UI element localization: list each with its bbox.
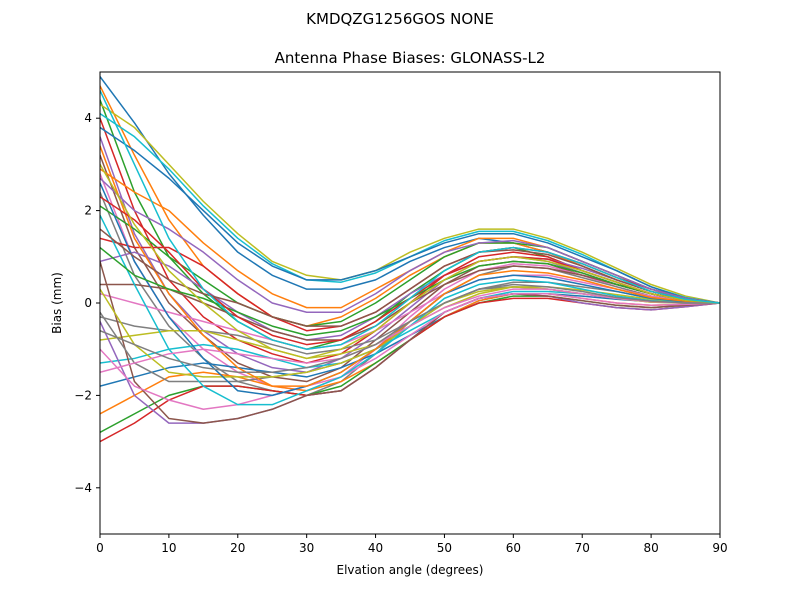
series-line-s11 (100, 126, 720, 304)
x-tick-label: 50 (437, 541, 452, 555)
x-tick-label: 0 (96, 541, 104, 555)
y-tick-label: 0 (84, 296, 92, 310)
x-tick-label: 70 (575, 541, 590, 555)
x-tick-label: 90 (712, 541, 727, 555)
y-tick-label: 4 (84, 111, 92, 125)
x-axis: 0 10 20 30 40 50 60 70 80 90 (96, 534, 728, 555)
series-line-s27 (100, 293, 720, 411)
x-tick-label: 30 (299, 541, 314, 555)
series-line-s26 (100, 261, 720, 424)
series-line-s39 (100, 164, 720, 360)
y-axis-label: Bias (mm) (50, 272, 64, 334)
series-layer (100, 76, 720, 443)
x-tick-label: 10 (161, 541, 176, 555)
series-line-s35 (100, 177, 720, 313)
x-tick-label: 80 (643, 541, 658, 555)
y-tick-label: 2 (84, 204, 92, 218)
y-axis: −4 −2 0 2 4 (74, 111, 100, 495)
figure-suptitle: KMDQZG1256GOS NONE (306, 10, 494, 28)
y-tick-label: −2 (74, 388, 92, 402)
x-axis-label: Elvation angle (degrees) (337, 563, 484, 577)
series-line-s38 (100, 283, 720, 374)
series-line-s36 (100, 228, 720, 327)
x-tick-label: 40 (368, 541, 383, 555)
x-tick-label: 60 (506, 541, 521, 555)
x-tick-label: 20 (230, 541, 245, 555)
chart-title: Antenna Phase Biases: GLONASS-L2 (275, 49, 546, 67)
series-line-s37 (100, 288, 720, 374)
series-line-s40 (100, 90, 720, 350)
series-line-s09 (100, 103, 720, 304)
y-tick-label: −4 (74, 481, 92, 495)
